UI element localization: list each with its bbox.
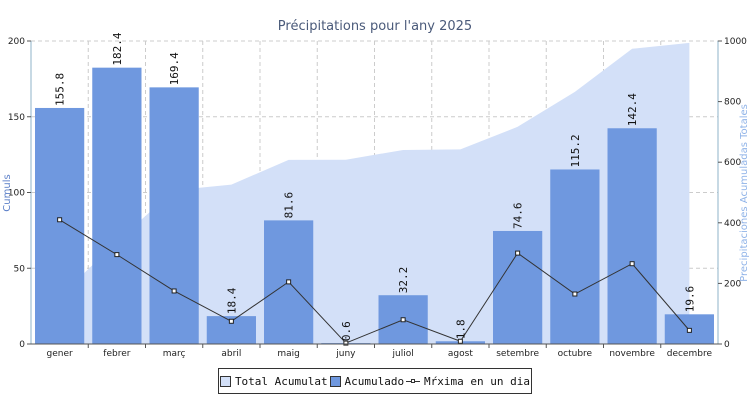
y2-tick-label: 400 <box>724 219 741 229</box>
line-maxima-point <box>171 288 177 294</box>
legend: Total Acumulat Acumulado Mŕxima en un di… <box>218 368 532 394</box>
legend-swatch-acumulado <box>329 375 341 387</box>
chart-title: Précipitations pour l'any 2025 <box>278 19 472 34</box>
bar-acumulado <box>493 230 543 344</box>
line-maxima-point <box>686 327 692 333</box>
bar-acumulado <box>550 169 600 344</box>
y2-tick-label: 600 <box>724 158 741 168</box>
legend-swatch-maxima <box>406 376 421 387</box>
legend-item-acumulado: Acumulado <box>329 374 405 388</box>
bar-data-label: 155.8 <box>54 73 67 106</box>
line-maxima-point <box>228 318 234 324</box>
legend-item-maxima: Mŕxima en un dia <box>406 375 530 388</box>
legend-swatch-total <box>219 375 231 387</box>
line-maxima-point <box>457 338 463 344</box>
bar-data-label: 182.4 <box>111 32 124 65</box>
bar-data-label: 0.6 <box>340 321 353 341</box>
line-maxima-point <box>343 340 349 346</box>
bar-data-label: 81.6 <box>283 192 296 219</box>
y2-tick-label: 800 <box>724 98 741 108</box>
legend-label-maxima: Mŕxima en un dia <box>424 374 531 388</box>
y2-tick-label: 0 <box>724 340 730 350</box>
bar-acumulado <box>149 87 199 344</box>
bar-data-label: 74.6 <box>512 202 525 229</box>
x-tick-label: decembre <box>667 349 713 359</box>
bar-data-label: 142.4 <box>626 93 639 126</box>
line-maxima-point <box>57 217 63 223</box>
bar-data-label: 1.8 <box>454 319 467 339</box>
y2-axis-label: Precipitaciones Acumuladas Totales <box>739 104 750 282</box>
bar-data-label: 18.4 <box>225 287 238 314</box>
x-tick-label: març <box>163 349 186 359</box>
line-maxima-series <box>59 219 690 344</box>
y-axis-label: Cumuls <box>2 174 13 211</box>
y-tick-label: 200 <box>8 37 25 47</box>
x-tick-label: febrer <box>103 349 130 359</box>
y2-tick-label: 200 <box>724 279 741 289</box>
x-tick-label: octubre <box>558 349 593 359</box>
legend-item-total: Total Acumulat <box>219 374 328 388</box>
legend-label-total: Total Acumulat <box>234 374 328 388</box>
y-tick-label: 100 <box>8 189 25 199</box>
line-layer <box>57 217 692 346</box>
line-maxima-point <box>286 279 292 285</box>
bar-acumulado <box>607 128 657 344</box>
x-tick-label: juliol <box>392 349 414 359</box>
y-tick-label: 0 <box>19 340 25 350</box>
legend-label-acumulado: Acumulado <box>344 374 405 388</box>
bar-data-label: 169.4 <box>168 52 181 85</box>
y-tick-label: 150 <box>8 113 25 123</box>
bar-data-label: 19.6 <box>683 286 696 313</box>
bar-data-label: 115.2 <box>569 134 582 167</box>
x-tick-label: novembre <box>609 349 655 359</box>
line-maxima-point <box>629 261 635 267</box>
axes: 0 50 100 150 200 0 200 400 600 800 1000 gener febrer… <box>8 37 747 359</box>
x-tick-label: agost <box>448 349 473 359</box>
x-tick-label: setembre <box>496 349 539 359</box>
bar-data-label: 32.2 <box>397 267 410 294</box>
bar-layer <box>35 67 714 344</box>
line-maxima-point <box>572 291 578 297</box>
x-tick-label: maig <box>277 349 300 359</box>
line-maxima-point <box>400 317 406 323</box>
line-maxima-point <box>114 252 120 258</box>
bar-acumulado <box>92 67 142 344</box>
data-labels: 155.8 182.4 169.4 18.4 81.6 0.6 32.2 1.8 74.6 115… <box>54 32 697 341</box>
bar-acumulado <box>35 107 85 344</box>
x-tick-label: juny <box>335 349 356 359</box>
y2-tick-label: 1000 <box>724 37 747 47</box>
x-tick-label: abril <box>221 349 241 359</box>
line-maxima-point <box>515 250 521 256</box>
x-tick-label: gener <box>47 349 73 359</box>
y-tick-label: 50 <box>14 264 26 274</box>
